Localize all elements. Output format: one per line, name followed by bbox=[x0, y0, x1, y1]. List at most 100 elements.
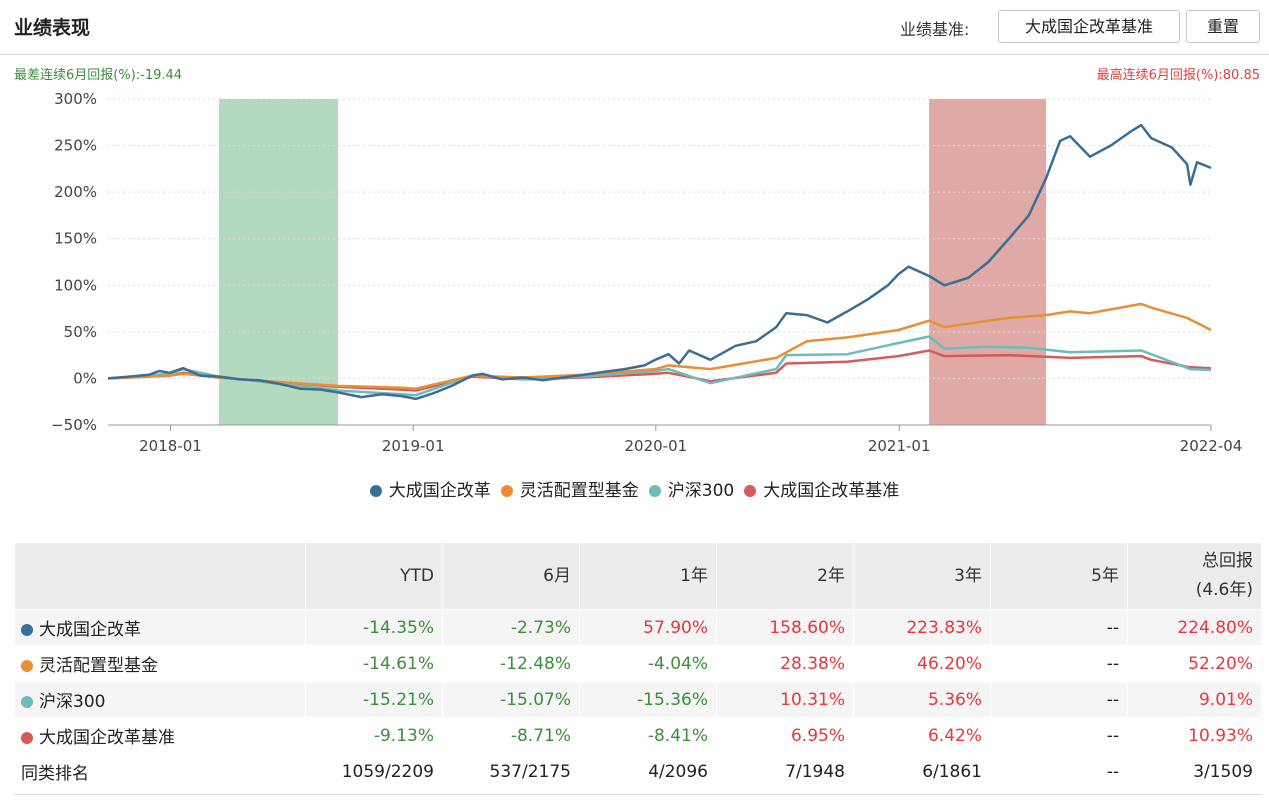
row-dot-icon bbox=[21, 696, 33, 708]
chart-legend: 大成国企改革 灵活配置型基金 沪深300 大成国企改革基准 bbox=[0, 476, 1269, 501]
return-cell: 57.90% bbox=[579, 609, 717, 646]
row-dot-icon bbox=[21, 624, 33, 636]
return-cell: 158.60% bbox=[716, 609, 854, 646]
y-tick-label: 50% bbox=[64, 323, 97, 341]
x-tick-label: 2018-01 bbox=[139, 437, 202, 455]
rank-cell: 3/1509 bbox=[1127, 753, 1262, 790]
header-1y: 1年 bbox=[579, 542, 717, 610]
series-lines bbox=[107, 123, 1212, 401]
legend-label: 大成国企改革 bbox=[388, 481, 491, 501]
header-6m: 6月 bbox=[442, 542, 580, 610]
row-name: 大成国企改革基准 bbox=[39, 728, 175, 748]
reset-button[interactable]: 重置 bbox=[1186, 10, 1260, 43]
x-tick-label: 2021-01 bbox=[868, 437, 931, 455]
section-title: 业绩表现 bbox=[14, 17, 91, 39]
return-cell: -8.41% bbox=[579, 717, 717, 754]
best-6m-return: 最高连续6月回报(%):80.85 bbox=[1096, 68, 1260, 83]
grid-lines bbox=[108, 98, 1211, 379]
benchmark-label: 业绩基准: bbox=[900, 20, 970, 39]
return-cell: -- bbox=[990, 609, 1128, 646]
row-name-cell: 大成国企改革基准 bbox=[14, 717, 306, 754]
worst-6m-band bbox=[219, 99, 339, 425]
return-cell: 9.01% bbox=[1127, 681, 1262, 718]
rank-label: 同类排名 bbox=[14, 753, 306, 790]
header-3y: 3年 bbox=[853, 542, 991, 610]
x-tick-label: 2022-04 bbox=[1180, 437, 1243, 455]
row-dot-icon bbox=[21, 660, 33, 672]
row-name-cell: 沪深300 bbox=[14, 681, 306, 718]
performance-table: YTD 6月 1年 2年 3年 5年 总回报 (4.6年) 大成国企改革 -14.3… bbox=[14, 542, 1262, 790]
y-tick-label: −50% bbox=[51, 416, 97, 434]
table-row: 大成国企改革基准 -9.13% -8.71% -8.41% 6.95% 6.42% -- 10… bbox=[14, 717, 1262, 754]
header-total-period: (4.6年) bbox=[1195, 580, 1253, 600]
return-cell: 52.20% bbox=[1127, 645, 1262, 682]
return-cell: 6.95% bbox=[716, 717, 854, 754]
rank-cell: 6/1861 bbox=[853, 753, 991, 790]
row-name: 大成国企改革 bbox=[39, 620, 141, 640]
return-cell: 28.38% bbox=[716, 645, 854, 682]
row-dot-icon bbox=[21, 732, 33, 744]
header-5y: 5年 bbox=[990, 542, 1128, 610]
legend-dot-icon bbox=[369, 485, 382, 497]
row-name-cell: 大成国企改革 bbox=[14, 609, 306, 646]
row-name-cell: 灵活配置型基金 bbox=[14, 645, 306, 682]
legend-dot-icon bbox=[744, 485, 757, 497]
return-cell: -15.07% bbox=[442, 681, 580, 718]
y-tick-label: 300% bbox=[54, 90, 97, 108]
table-row: 沪深300 -15.21% -15.07% -15.36% 10.31% 5.36% -- 9… bbox=[14, 681, 1262, 718]
return-cell: -12.48% bbox=[442, 645, 580, 682]
return-cell: 5.36% bbox=[853, 681, 991, 718]
header-ytd: YTD bbox=[305, 542, 443, 610]
worst-6m-return: 最差连续6月回报(%):-19.44 bbox=[14, 68, 183, 83]
return-cell: -- bbox=[990, 717, 1128, 754]
legend-label: 大成国企改革基准 bbox=[763, 481, 900, 501]
benchmark-select[interactable]: 大成国企改革基准 bbox=[998, 10, 1180, 43]
x-axis: 2018-01 2019-01 2020-01 2021-01 2022-04 bbox=[108, 424, 1243, 455]
table-row: 大成国企改革 -14.35% -2.73% 57.90% 158.60% 223.83% -… bbox=[14, 609, 1262, 646]
legend-label: 灵活配置型基金 bbox=[519, 481, 639, 501]
return-cell: -15.21% bbox=[305, 681, 443, 718]
legend-item[interactable]: 灵活配置型基金 bbox=[500, 476, 639, 501]
legend-label: 沪深300 bbox=[667, 481, 735, 501]
return-cell: -15.36% bbox=[579, 681, 717, 718]
return-cell: -14.61% bbox=[305, 645, 443, 682]
category-line bbox=[107, 302, 1212, 390]
rank-cell: 4/2096 bbox=[579, 753, 717, 790]
shaded-bands bbox=[219, 99, 1047, 425]
rank-row: 同类排名 1059/2209 537/2175 4/2096 7/1948 6/1861-… bbox=[14, 753, 1262, 790]
return-cell: 224.80% bbox=[1127, 609, 1262, 646]
performance-chart: 300% 250% 200% 150% 100% 50% 0% −50% 2018-01 201… bbox=[51, 90, 1243, 455]
y-tick-label: 150% bbox=[54, 230, 97, 248]
legend-item[interactable]: 大成国企改革基准 bbox=[744, 476, 899, 501]
x-tick-label: 2019-01 bbox=[382, 437, 445, 455]
return-cell: 46.20% bbox=[853, 645, 991, 682]
return-cell: -2.73% bbox=[442, 609, 580, 646]
legend-dot-icon bbox=[500, 485, 513, 497]
y-tick-label: 250% bbox=[54, 137, 97, 155]
return-cell: -9.13% bbox=[305, 717, 443, 754]
legend-dot-icon bbox=[648, 485, 661, 497]
bottom-divider bbox=[14, 794, 1262, 795]
legend-item[interactable]: 大成国企改革 bbox=[369, 476, 491, 501]
return-cell: 10.31% bbox=[716, 681, 854, 718]
table-row: 灵活配置型基金 -14.61% -12.48% -4.04% 28.38% 46.20% -… bbox=[14, 645, 1262, 682]
return-cell: -4.04% bbox=[579, 645, 717, 682]
header-total-label: 总回报 bbox=[1202, 551, 1253, 571]
rank-cell: -- bbox=[990, 753, 1128, 790]
return-cell: 10.93% bbox=[1127, 717, 1262, 754]
y-tick-label: 100% bbox=[54, 276, 97, 294]
return-cell: -8.71% bbox=[442, 717, 580, 754]
return-cell: 223.83% bbox=[853, 609, 991, 646]
section-header: 业绩表现 业绩基准: 大成国企改革基准 重置 bbox=[0, 0, 1269, 55]
row-name: 灵活配置型基金 bbox=[39, 656, 158, 676]
y-tick-label: 0% bbox=[73, 369, 97, 387]
rank-cell: 7/1948 bbox=[716, 753, 854, 790]
rank-cell: 1059/2209 bbox=[305, 753, 443, 790]
rank-cell: 537/2175 bbox=[442, 753, 580, 790]
return-cell: -- bbox=[990, 645, 1128, 682]
return-cell: -- bbox=[990, 681, 1128, 718]
y-tick-label: 200% bbox=[54, 183, 97, 201]
header-total: 总回报 (4.6年) bbox=[1127, 542, 1262, 610]
row-name: 沪深300 bbox=[39, 692, 106, 712]
legend-item[interactable]: 沪深300 bbox=[648, 476, 735, 501]
